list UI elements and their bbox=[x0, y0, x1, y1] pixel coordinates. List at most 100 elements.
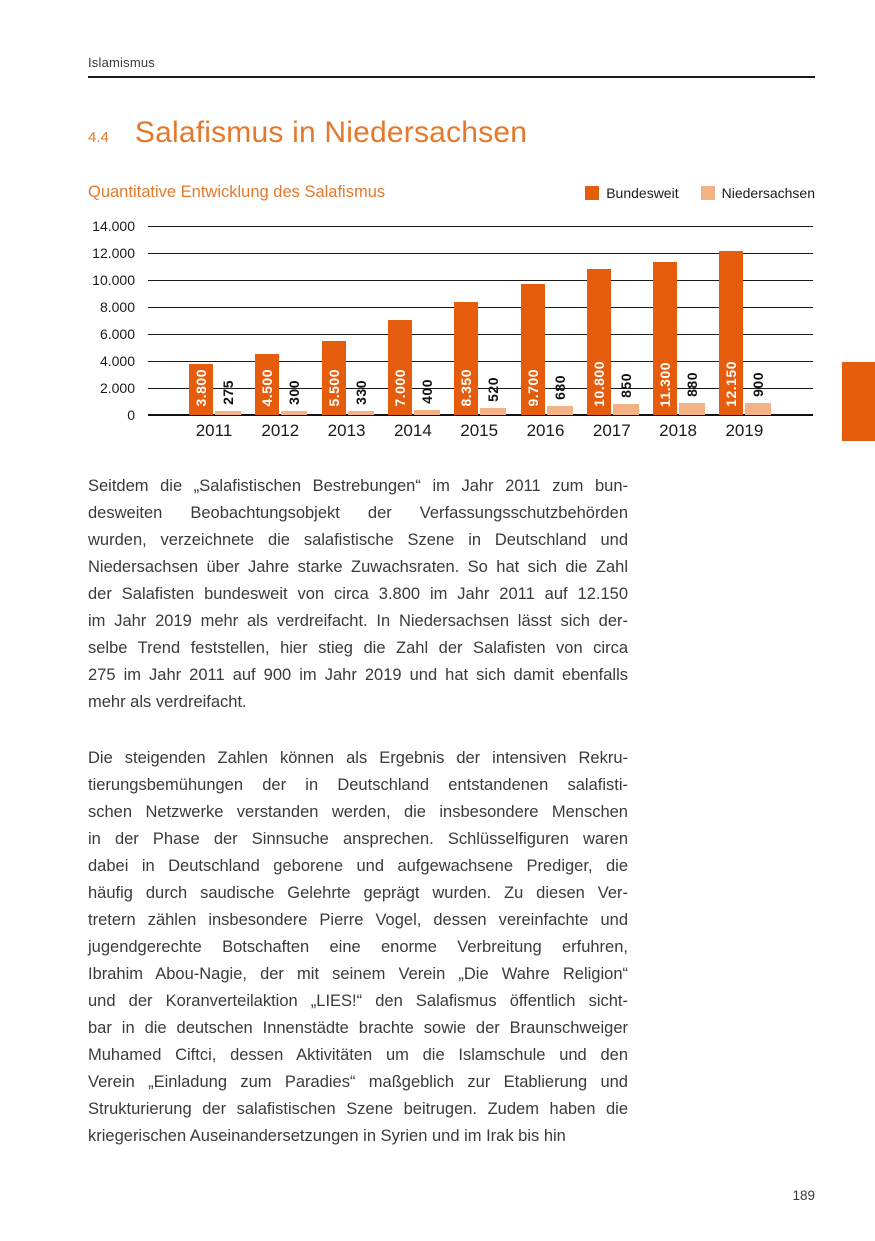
bar-value-label-niedersachsen: 850 bbox=[617, 373, 634, 398]
running-header-label: Islamismus bbox=[88, 55, 156, 70]
text-line: tierungsbemühungen der in Deutschland en… bbox=[88, 776, 628, 794]
legend-label: Bundesweit bbox=[606, 185, 679, 201]
text-line: in der Phase der Sinnsuche ansprechen. S… bbox=[88, 830, 628, 848]
x-tick-label: 2014 bbox=[393, 421, 432, 440]
y-tick-label: 12.000 bbox=[92, 245, 135, 261]
text-line: tretern zählen insbesondere Pierre Vogel… bbox=[88, 911, 628, 929]
text-line: häufig durch saudische Gelehrte geprägt … bbox=[88, 884, 628, 902]
bar-value-label-niedersachsen: 680 bbox=[551, 375, 568, 400]
legend-label: Niedersachsen bbox=[721, 185, 815, 201]
text-line: dabei in Deutschland geborene und aufgew… bbox=[88, 857, 628, 875]
section-title: Salafismus in Niedersachsen bbox=[134, 116, 528, 149]
bar-niedersachsen bbox=[413, 410, 440, 415]
bar-value-label-niedersachsen: 330 bbox=[352, 380, 369, 405]
x-tick-label: 2017 bbox=[592, 421, 631, 440]
gridline bbox=[148, 280, 813, 281]
text-line: wurden, verzeichnete die salafistische S… bbox=[88, 531, 628, 549]
bar-value-label-bundesweit: 5.500 bbox=[325, 369, 342, 407]
x-tick-label: 2015 bbox=[460, 421, 499, 440]
text-line: 275 im Jahr 2011 auf 900 im Jahr 2019 un… bbox=[88, 666, 628, 684]
bar-value-label-bundesweit: 7.000 bbox=[391, 369, 408, 407]
bar-value-label-bundesweit: 9.700 bbox=[524, 369, 541, 407]
gridline bbox=[148, 334, 813, 335]
text-line: Die steigenden Zahlen können als Ergebni… bbox=[88, 749, 628, 767]
text-line: im Jahr 2019 mehr als verdreifacht. In N… bbox=[88, 612, 628, 630]
bar-value-label-niedersachsen: 275 bbox=[220, 380, 236, 405]
text-line: jugendgerechte Botschaften eine enorme V… bbox=[88, 938, 628, 956]
text-line: Muhamed Ciftci, dessen Aktivitäten um di… bbox=[88, 1046, 628, 1064]
text-line: und der Koranverteilaktion „LIES!“ den S… bbox=[88, 992, 628, 1010]
running-header: Islamismus bbox=[88, 55, 155, 70]
x-axis-line bbox=[148, 414, 813, 416]
y-tick-label: 0 bbox=[127, 407, 135, 423]
legend-swatch-icon bbox=[700, 186, 715, 200]
bar-value-label-bundesweit: 8.350 bbox=[458, 369, 475, 407]
bar-niedersachsen bbox=[612, 404, 639, 415]
y-tick-label: 10.000 bbox=[92, 272, 135, 288]
bar-value-label-niedersachsen: 520 bbox=[485, 377, 502, 402]
bar-niedersachsen bbox=[215, 411, 241, 415]
text-line: selbe Trend feststellen, hier stieg die … bbox=[88, 639, 628, 657]
text-line: der Salafisten bundesweit von circa 3.80… bbox=[88, 585, 628, 603]
text-line: bar in die deutschen Innenstädte brachte… bbox=[88, 1019, 628, 1037]
bar-value-label-bundesweit: 3.800 bbox=[193, 369, 209, 407]
paragraph: Seitdem die „Salafistischen Bestrebungen… bbox=[88, 473, 628, 716]
bar-bundesweit bbox=[653, 262, 678, 415]
x-tick-label: 2013 bbox=[327, 421, 366, 440]
bar-bundesweit bbox=[387, 320, 412, 415]
gridline bbox=[148, 388, 813, 389]
gridline bbox=[148, 253, 813, 254]
bar-bundesweit bbox=[189, 364, 213, 415]
text-line: kriegerischen Auseinandersetzungen in Sy… bbox=[88, 1127, 566, 1145]
text-line: Verein „Einladung zum Paradies“ maßgebli… bbox=[88, 1073, 628, 1091]
x-axis-tick-labels: 2011 2012 2013 2014 2015 2016 2017 2018 2019 bbox=[148, 421, 813, 445]
y-tick-label: 8.000 bbox=[99, 299, 135, 315]
bar-bundesweit bbox=[586, 269, 611, 415]
legend-swatch-icon bbox=[585, 186, 600, 200]
x-tick-label: 2011 bbox=[195, 421, 233, 440]
bar-bundesweit bbox=[520, 284, 545, 415]
x-tick-label: 2016 bbox=[526, 421, 565, 440]
bar-value-label-niedersachsen: 900 bbox=[750, 372, 767, 397]
bar-bundesweit bbox=[454, 302, 479, 415]
page-number: 189 bbox=[792, 1188, 815, 1203]
bar-value-label-niedersachsen: 880 bbox=[684, 372, 701, 397]
y-axis-tick-labels: 14.000 12.000 10.000 8.000 6.000 4.000 2.000 0 bbox=[50, 218, 135, 426]
gridline bbox=[148, 226, 813, 227]
bar-value-label-bundesweit: 4.500 bbox=[259, 369, 276, 407]
body-text: Seitdem die „Salafistischen Bestrebungen… bbox=[88, 473, 628, 1179]
chart-title: Quantitative Entwicklung des Salafismus bbox=[88, 183, 386, 201]
gridline bbox=[148, 307, 813, 308]
legend-item: Bundesweit bbox=[585, 185, 679, 201]
text-line: Niedersachsen über Jahre starke Zuwachsr… bbox=[88, 558, 628, 576]
section-heading: 4.4 Salafismus in Niedersachsen bbox=[88, 116, 527, 150]
y-tick-label: 4.000 bbox=[99, 353, 135, 369]
y-tick-label: 14.000 bbox=[92, 218, 135, 234]
y-tick-label: 2.000 bbox=[99, 380, 135, 396]
text-line: Strukturierung der salafistischen Szene … bbox=[88, 1100, 628, 1118]
bar-niedersachsen bbox=[546, 406, 573, 415]
bar-niedersachsen bbox=[281, 411, 308, 415]
bar-niedersachsen bbox=[347, 411, 374, 415]
text-line: Seitdem die „Salafistischen Bestrebungen… bbox=[88, 477, 628, 495]
bar-bundesweit bbox=[719, 251, 744, 415]
bar-value-label-bundesweit: 12.150 bbox=[723, 361, 740, 407]
y-tick-label: 6.000 bbox=[99, 326, 135, 342]
chart-plot-area: 3.800 275 4.500 300 5.500 330 7.000 400 8.350 520… bbox=[148, 226, 813, 416]
bar-value-label-niedersachsen: 300 bbox=[286, 380, 303, 405]
x-tick-label: 2018 bbox=[659, 421, 697, 440]
legend-item: Niedersachsen bbox=[700, 185, 815, 201]
bar-bundesweit bbox=[255, 354, 280, 415]
section-number: 4.4 bbox=[88, 129, 109, 146]
bar-niedersachsen bbox=[745, 403, 772, 415]
bar-value-label-bundesweit: 11.300 bbox=[657, 361, 674, 407]
x-tick-label: 2019 bbox=[725, 421, 764, 440]
header-rule bbox=[88, 76, 815, 78]
paragraph: Die steigenden Zahlen können als Ergebni… bbox=[88, 745, 628, 1150]
chart-legend: Bundesweit Niedersachsen bbox=[573, 185, 815, 201]
text-line: desweiten Beobachtungsobjekt der Verfass… bbox=[88, 504, 628, 522]
bar-niedersachsen bbox=[480, 408, 507, 415]
gridline bbox=[148, 361, 813, 362]
bar-niedersachsen bbox=[679, 403, 706, 415]
